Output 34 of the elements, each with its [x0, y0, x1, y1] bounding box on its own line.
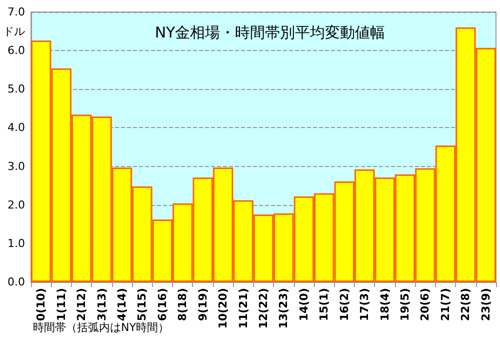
- y-tick-label: 0.0: [8, 276, 25, 288]
- y-axis-title: ドル: [3, 25, 25, 38]
- x-tick-label: 19(5): [398, 288, 412, 322]
- y-tick-label: 2.0: [8, 198, 25, 212]
- text: NY金相場・時間帯別平均変動値幅: [154, 24, 386, 42]
- y-tick-label: 7.0: [8, 6, 25, 18]
- y-tick-label: 6.0: [8, 44, 25, 58]
- x-tick-label: 0(10): [34, 288, 48, 322]
- x-axis-title: 時間帯（括弧内はNY時間）: [33, 321, 169, 334]
- x-tick-label: 6(16): [156, 288, 169, 322]
- y-tick-label: 1.0: [8, 236, 25, 250]
- x-tick-label: 14(0): [297, 288, 310, 322]
- x-tick-label: 22(8): [459, 288, 472, 322]
- y-tick-label: 3.0: [8, 160, 25, 173]
- x-tick-label: 20(6): [418, 288, 432, 322]
- x-tick-label: 5(15): [136, 288, 149, 322]
- y-tick-label: 4.0: [8, 121, 25, 134]
- x-tick-label: 13(23): [277, 288, 290, 329]
- x-tick-label: 12(22): [257, 288, 270, 329]
- x-tick-label: 16(2): [338, 288, 351, 322]
- x-tick-label: 4(14): [115, 288, 128, 322]
- x-tick-label: 17(3): [358, 288, 372, 322]
- x-tick-label: 15(1): [318, 288, 331, 322]
- x-tick-label: 8(18): [176, 288, 190, 322]
- x-tick-label: 3(13): [95, 288, 108, 322]
- x-tick-label: 9(19): [196, 288, 210, 322]
- x-tick-label: 10(20): [216, 288, 230, 329]
- x-tick-label: 23(9): [479, 288, 492, 322]
- x-tick-label: 11(21): [236, 288, 250, 329]
- x-tick-label: 1(11): [54, 288, 68, 322]
- x-tick-label: 2(12): [75, 288, 88, 322]
- x-tick-label: 18(4): [378, 288, 392, 322]
- y-tick-label: 5.0: [8, 82, 25, 96]
- x-tick-label: 21(7): [438, 288, 452, 322]
